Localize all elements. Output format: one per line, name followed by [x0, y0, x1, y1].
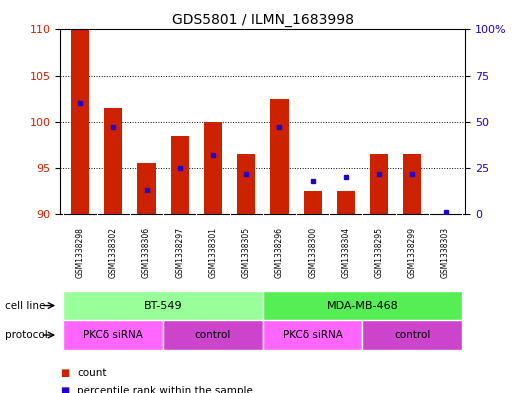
- Title: GDS5801 / ILMN_1683998: GDS5801 / ILMN_1683998: [172, 13, 354, 27]
- Text: cell line: cell line: [5, 301, 46, 310]
- Text: percentile rank within the sample: percentile rank within the sample: [77, 386, 253, 393]
- Text: ■: ■: [60, 368, 70, 378]
- Text: GSM1338306: GSM1338306: [142, 227, 151, 278]
- Bar: [362, 320, 462, 350]
- Text: GSM1338297: GSM1338297: [175, 227, 184, 278]
- Bar: [104, 108, 122, 214]
- Text: MDA-MB-468: MDA-MB-468: [326, 301, 399, 310]
- Text: GSM1338300: GSM1338300: [308, 227, 317, 278]
- Text: GSM1338305: GSM1338305: [242, 227, 251, 278]
- Text: count: count: [77, 368, 106, 378]
- Text: ■: ■: [60, 386, 70, 393]
- Text: GSM1338299: GSM1338299: [408, 227, 417, 278]
- Bar: [138, 163, 156, 214]
- Text: GSM1338302: GSM1338302: [109, 227, 118, 278]
- Text: GSM1338295: GSM1338295: [374, 227, 383, 278]
- Bar: [63, 291, 263, 320]
- Text: GSM1338303: GSM1338303: [441, 227, 450, 278]
- Text: PKCδ siRNA: PKCδ siRNA: [283, 330, 343, 340]
- Bar: [71, 29, 89, 214]
- Text: control: control: [394, 330, 430, 340]
- Bar: [303, 191, 322, 214]
- Bar: [403, 154, 422, 214]
- Text: BT-549: BT-549: [144, 301, 183, 310]
- Bar: [270, 99, 289, 214]
- Bar: [263, 291, 462, 320]
- Bar: [237, 154, 255, 214]
- Text: GSM1338301: GSM1338301: [209, 227, 218, 278]
- Text: GSM1338296: GSM1338296: [275, 227, 284, 278]
- Text: GSM1338298: GSM1338298: [76, 227, 85, 278]
- Text: GSM1338304: GSM1338304: [342, 227, 350, 278]
- Text: PKCδ siRNA: PKCδ siRNA: [83, 330, 143, 340]
- Text: protocol: protocol: [5, 330, 48, 340]
- Bar: [337, 191, 355, 214]
- Bar: [170, 136, 189, 214]
- Text: control: control: [195, 330, 231, 340]
- Bar: [204, 122, 222, 214]
- Bar: [263, 320, 362, 350]
- Bar: [63, 320, 163, 350]
- Bar: [370, 154, 388, 214]
- Bar: [163, 320, 263, 350]
